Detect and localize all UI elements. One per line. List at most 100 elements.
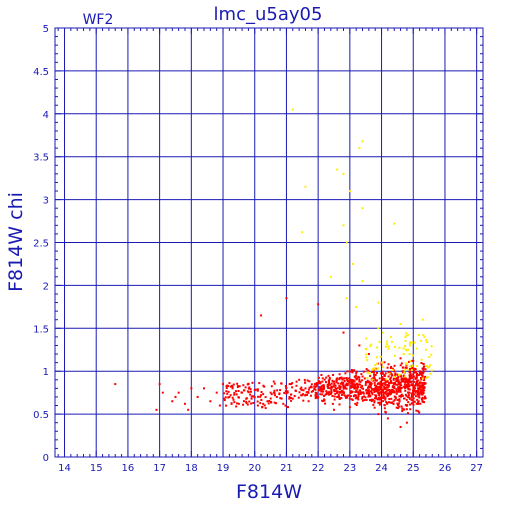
data-point <box>384 398 387 401</box>
data-point <box>353 387 356 390</box>
data-point <box>237 389 240 392</box>
data-point <box>339 391 342 394</box>
data-point <box>393 391 396 394</box>
data-point <box>391 388 394 391</box>
data-point <box>397 379 400 382</box>
data-point <box>240 391 243 394</box>
data-point <box>419 390 422 393</box>
data-point <box>305 391 308 394</box>
data-point <box>276 389 279 392</box>
data-point <box>361 399 364 402</box>
data-point <box>254 388 257 391</box>
data-point <box>203 387 206 390</box>
data-point <box>372 367 375 370</box>
data-point <box>384 383 387 386</box>
data-point <box>321 377 324 380</box>
data-point <box>333 382 336 385</box>
data-point <box>355 370 358 373</box>
data-point <box>419 384 422 387</box>
data-point <box>232 383 235 386</box>
data-point <box>256 400 259 403</box>
data-point <box>359 389 362 392</box>
data-point <box>310 383 313 386</box>
data-point <box>402 385 405 388</box>
data-point <box>367 371 370 374</box>
data-point <box>327 374 330 377</box>
data-point <box>391 367 394 370</box>
data-point <box>360 373 363 376</box>
data-point <box>275 395 278 398</box>
data-point <box>409 344 412 347</box>
data-point <box>412 373 415 376</box>
data-point <box>384 387 387 390</box>
data-point <box>358 147 361 150</box>
data-point <box>393 395 396 398</box>
data-point <box>415 373 418 376</box>
data-point <box>262 393 265 396</box>
data-point <box>365 368 368 371</box>
data-point <box>353 386 356 389</box>
data-point <box>380 395 383 398</box>
data-point <box>404 393 407 396</box>
data-point <box>342 331 345 334</box>
data-point <box>413 389 416 392</box>
data-point <box>415 390 418 393</box>
data-point <box>379 401 382 404</box>
data-point <box>372 369 375 372</box>
data-point <box>412 369 415 372</box>
data-point <box>348 406 351 409</box>
data-point <box>401 370 404 373</box>
data-point <box>404 366 407 369</box>
data-point <box>331 379 334 382</box>
data-point <box>327 387 330 390</box>
data-point <box>343 377 346 380</box>
data-point <box>318 386 321 389</box>
data-point <box>314 386 317 389</box>
data-point <box>403 397 406 400</box>
data-point <box>404 403 407 406</box>
data-point <box>417 379 420 382</box>
data-point <box>398 389 401 392</box>
data-point <box>251 381 254 384</box>
data-point <box>196 395 199 398</box>
data-point <box>357 383 360 386</box>
data-point <box>333 395 336 398</box>
data-point <box>236 386 239 389</box>
data-point <box>373 401 376 404</box>
data-point <box>263 404 266 407</box>
data-point <box>381 396 384 399</box>
data-point <box>387 375 390 378</box>
data-point <box>409 381 412 384</box>
data-point <box>412 354 415 357</box>
data-point <box>385 340 388 343</box>
data-point <box>302 389 305 392</box>
data-point <box>394 383 397 386</box>
data-point <box>419 388 422 391</box>
data-point <box>285 392 288 395</box>
data-point <box>373 384 376 387</box>
data-point <box>365 347 368 350</box>
data-point <box>369 399 372 402</box>
data-point <box>407 394 410 397</box>
data-point <box>384 379 387 382</box>
data-point <box>361 397 364 400</box>
data-point <box>342 384 345 387</box>
data-point <box>388 372 391 375</box>
data-point <box>361 280 364 283</box>
data-point <box>352 380 355 383</box>
y-tick-label: 3 <box>43 196 49 207</box>
x-tick-label: 16 <box>122 463 135 474</box>
data-point <box>421 367 424 370</box>
data-point <box>419 371 422 374</box>
data-point <box>405 398 408 401</box>
data-point <box>285 387 288 390</box>
data-point <box>382 400 385 403</box>
data-point <box>425 364 428 367</box>
data-point <box>377 401 380 404</box>
data-point <box>372 368 375 371</box>
data-point <box>429 372 432 375</box>
data-point <box>228 382 231 385</box>
y-axis-label: F814W chi <box>5 192 27 292</box>
data-point <box>386 380 389 383</box>
data-point <box>375 356 378 359</box>
